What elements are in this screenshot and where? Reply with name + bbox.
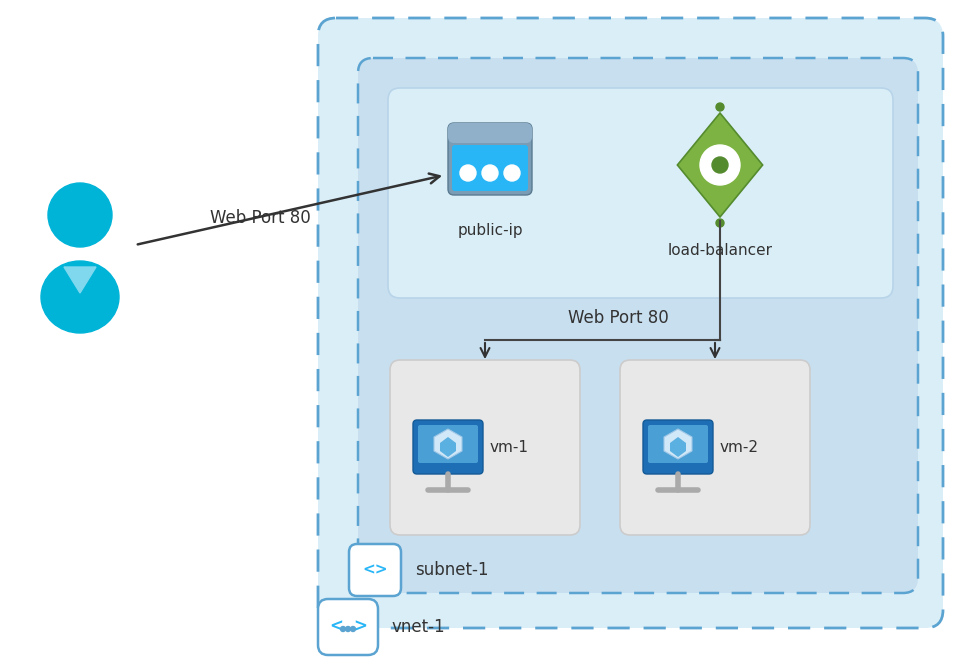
FancyBboxPatch shape bbox=[318, 599, 378, 655]
Text: Web Port 80: Web Port 80 bbox=[209, 209, 310, 227]
FancyBboxPatch shape bbox=[643, 420, 713, 474]
FancyBboxPatch shape bbox=[620, 360, 810, 535]
FancyBboxPatch shape bbox=[318, 18, 943, 628]
Text: load-balancer: load-balancer bbox=[668, 243, 772, 258]
Text: vm-1: vm-1 bbox=[490, 440, 529, 454]
Circle shape bbox=[504, 165, 520, 181]
Polygon shape bbox=[670, 437, 686, 457]
Polygon shape bbox=[664, 429, 692, 459]
Text: vnet-1: vnet-1 bbox=[392, 618, 446, 636]
FancyBboxPatch shape bbox=[349, 544, 401, 596]
FancyBboxPatch shape bbox=[358, 58, 918, 593]
Text: public-ip: public-ip bbox=[457, 223, 523, 238]
FancyBboxPatch shape bbox=[388, 88, 893, 298]
Circle shape bbox=[716, 219, 724, 227]
Polygon shape bbox=[434, 429, 462, 459]
Polygon shape bbox=[64, 267, 96, 293]
FancyBboxPatch shape bbox=[413, 420, 483, 474]
Ellipse shape bbox=[41, 261, 119, 333]
FancyBboxPatch shape bbox=[648, 425, 708, 463]
Circle shape bbox=[340, 626, 346, 632]
FancyBboxPatch shape bbox=[390, 360, 580, 535]
Text: Web Port 80: Web Port 80 bbox=[568, 309, 669, 327]
FancyBboxPatch shape bbox=[452, 145, 528, 191]
Circle shape bbox=[346, 626, 351, 632]
Text: >: > bbox=[353, 618, 367, 636]
FancyBboxPatch shape bbox=[418, 425, 478, 463]
FancyBboxPatch shape bbox=[448, 123, 532, 195]
Circle shape bbox=[716, 103, 724, 111]
FancyBboxPatch shape bbox=[448, 123, 532, 143]
Circle shape bbox=[700, 145, 740, 185]
Text: vm-2: vm-2 bbox=[720, 440, 759, 454]
Circle shape bbox=[460, 165, 476, 181]
Circle shape bbox=[712, 157, 728, 173]
Text: subnet-1: subnet-1 bbox=[415, 561, 488, 579]
Polygon shape bbox=[677, 113, 763, 217]
Text: <>: <> bbox=[362, 563, 388, 577]
Circle shape bbox=[351, 626, 356, 632]
Text: <: < bbox=[329, 618, 343, 636]
Circle shape bbox=[48, 183, 112, 247]
Circle shape bbox=[482, 165, 498, 181]
Polygon shape bbox=[440, 437, 456, 457]
